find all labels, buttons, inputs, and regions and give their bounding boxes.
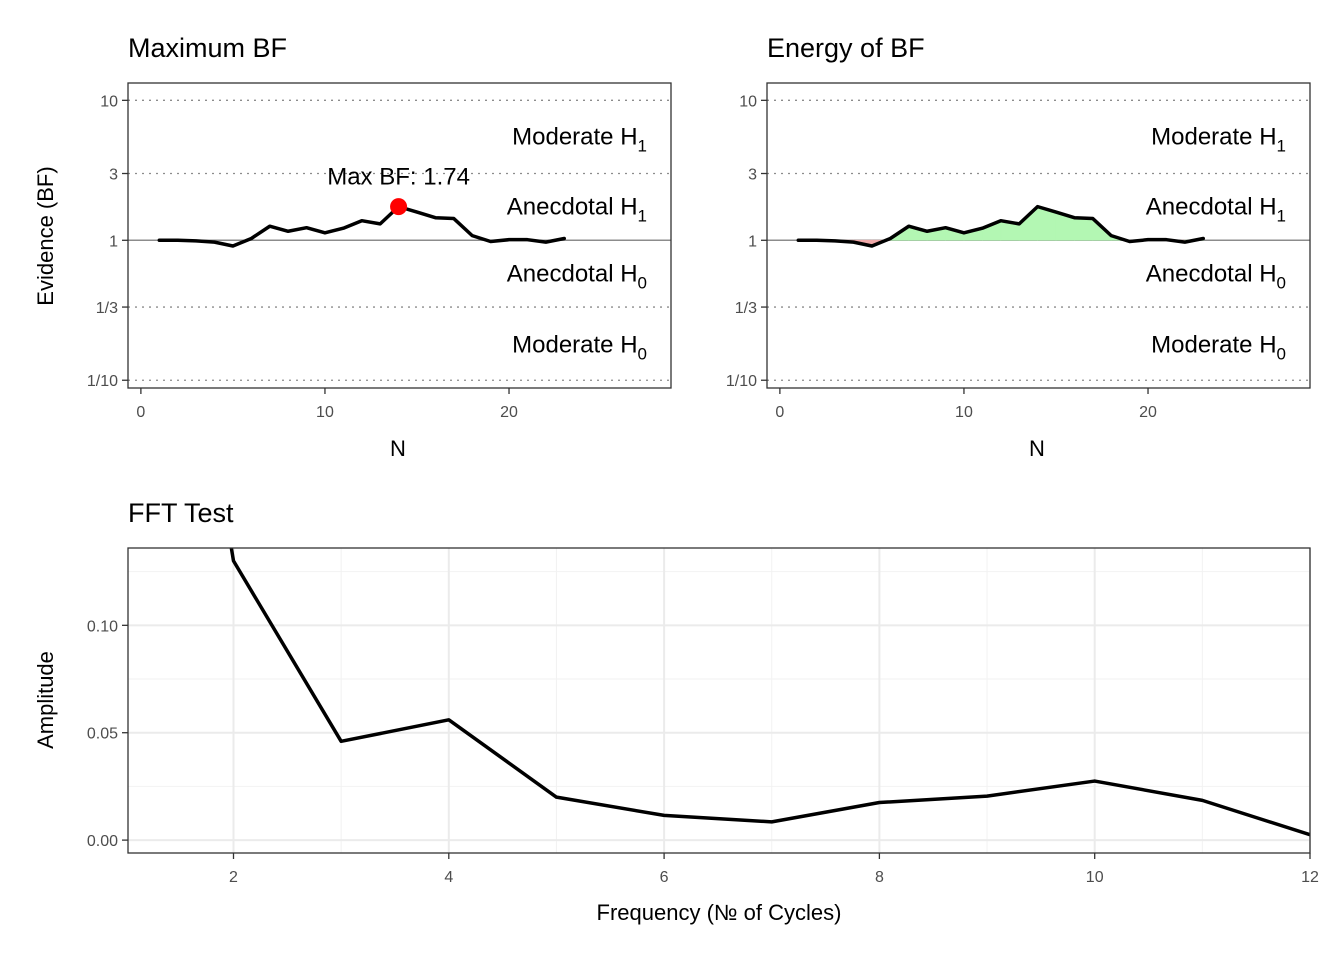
plot-frame xyxy=(127,547,1311,854)
band-label-subscript: 1 xyxy=(638,206,647,225)
plot-background xyxy=(128,548,1310,853)
x-tick-label: 6 xyxy=(660,869,669,886)
energy-of-bf-x-axis-label: N xyxy=(1029,436,1045,461)
fft-test-plot: 0.00 0.05 0.10 2 4 6 8 10 12 xyxy=(87,547,1319,886)
band-label-subscript: 0 xyxy=(638,273,647,292)
x-tick-label: 8 xyxy=(875,869,884,886)
band-label-subscript: 0 xyxy=(1277,345,1286,364)
x-tick-label: 12 xyxy=(1301,869,1319,886)
energy-area-segment xyxy=(1073,217,1094,241)
y-tick-label: 1/10 xyxy=(726,373,757,390)
evidence-band-label: Moderate H0 xyxy=(512,332,647,364)
maximum-bf-y-axis-label: Evidence (BF) xyxy=(33,166,58,305)
band-label-text: Moderate H xyxy=(1151,332,1276,359)
bf-line xyxy=(796,204,1205,248)
y-tick-label: 1/3 xyxy=(96,300,118,317)
band-label-subscript: 1 xyxy=(1277,137,1286,156)
evidence-band-label: Anecdotal H1 xyxy=(1146,193,1286,225)
x-tick-label: 0 xyxy=(136,404,145,421)
y-tick-label: 1 xyxy=(109,233,118,250)
x-tick-label: 2 xyxy=(229,869,238,886)
maximum-bf-title: Maximum BF xyxy=(128,33,287,63)
y-tick-label: 10 xyxy=(100,93,118,110)
y-tick-label: 1/10 xyxy=(87,373,118,390)
x-tick-label: 10 xyxy=(316,404,334,421)
maximum-bf-x-axis-label: N xyxy=(390,436,406,461)
fft-amplitude-line xyxy=(229,548,1310,837)
evidence-band-label: Anecdotal H0 xyxy=(1146,260,1286,292)
band-label-text: Moderate H xyxy=(1151,124,1276,151)
y-tick-label: 3 xyxy=(748,167,757,184)
y-tick-label: 1/3 xyxy=(735,300,757,317)
x-tick-label: 10 xyxy=(1086,869,1104,886)
x-tick-label: 10 xyxy=(955,404,973,421)
y-tick-label: 3 xyxy=(109,167,118,184)
evidence-band-label: Moderate H1 xyxy=(512,124,647,156)
band-label-subscript: 1 xyxy=(1277,206,1286,225)
bf-line xyxy=(157,204,566,248)
band-label-text: Moderate H xyxy=(512,124,637,151)
plot-frame xyxy=(127,82,672,389)
fft-test-y-axis-label: Amplitude xyxy=(33,651,58,749)
band-label-text: Anecdotal H xyxy=(1146,193,1277,220)
plot-frame xyxy=(766,82,1311,389)
y-tick-label: 1 xyxy=(748,233,757,250)
fft-test-x-axis-label: Frequency (№ of Cycles) xyxy=(597,900,842,925)
evidence-band-label: Anecdotal H1 xyxy=(507,193,647,225)
x-tick-label: 20 xyxy=(1139,404,1157,421)
fft-test-panel: FFT Test 0.00 0.05 0.10 2 4 6 8 10 12 Frequency … xyxy=(33,498,1319,925)
max-bf-label: Max BF: 1.74 xyxy=(327,164,470,191)
x-tick-label: 20 xyxy=(500,404,518,421)
band-label-subscript: 1 xyxy=(638,137,647,156)
band-label-text: Anecdotal H xyxy=(1146,260,1277,287)
y-tick-label: 10 xyxy=(739,93,757,110)
y-tick-label: 0.05 xyxy=(87,726,118,743)
max-bf-point xyxy=(390,198,408,216)
band-label-text: Anecdotal H xyxy=(507,193,638,220)
fft-test-title: FFT Test xyxy=(128,498,234,528)
x-tick-label: 4 xyxy=(444,869,453,886)
band-label-text: Anecdotal H xyxy=(507,260,638,287)
x-tick-label: 0 xyxy=(775,404,784,421)
band-label-text: Moderate H xyxy=(512,332,637,359)
evidence-band-label: Moderate H0 xyxy=(1151,332,1286,364)
y-tick-label: 0.00 xyxy=(87,833,118,850)
evidence-band-label: Moderate H1 xyxy=(1151,124,1286,156)
energy-of-bf-title: Energy of BF xyxy=(767,33,925,63)
band-label-subscript: 0 xyxy=(638,345,647,364)
band-label-subscript: 0 xyxy=(1277,273,1286,292)
y-tick-label: 0.10 xyxy=(87,618,118,635)
evidence-band-label: Anecdotal H0 xyxy=(507,260,647,292)
